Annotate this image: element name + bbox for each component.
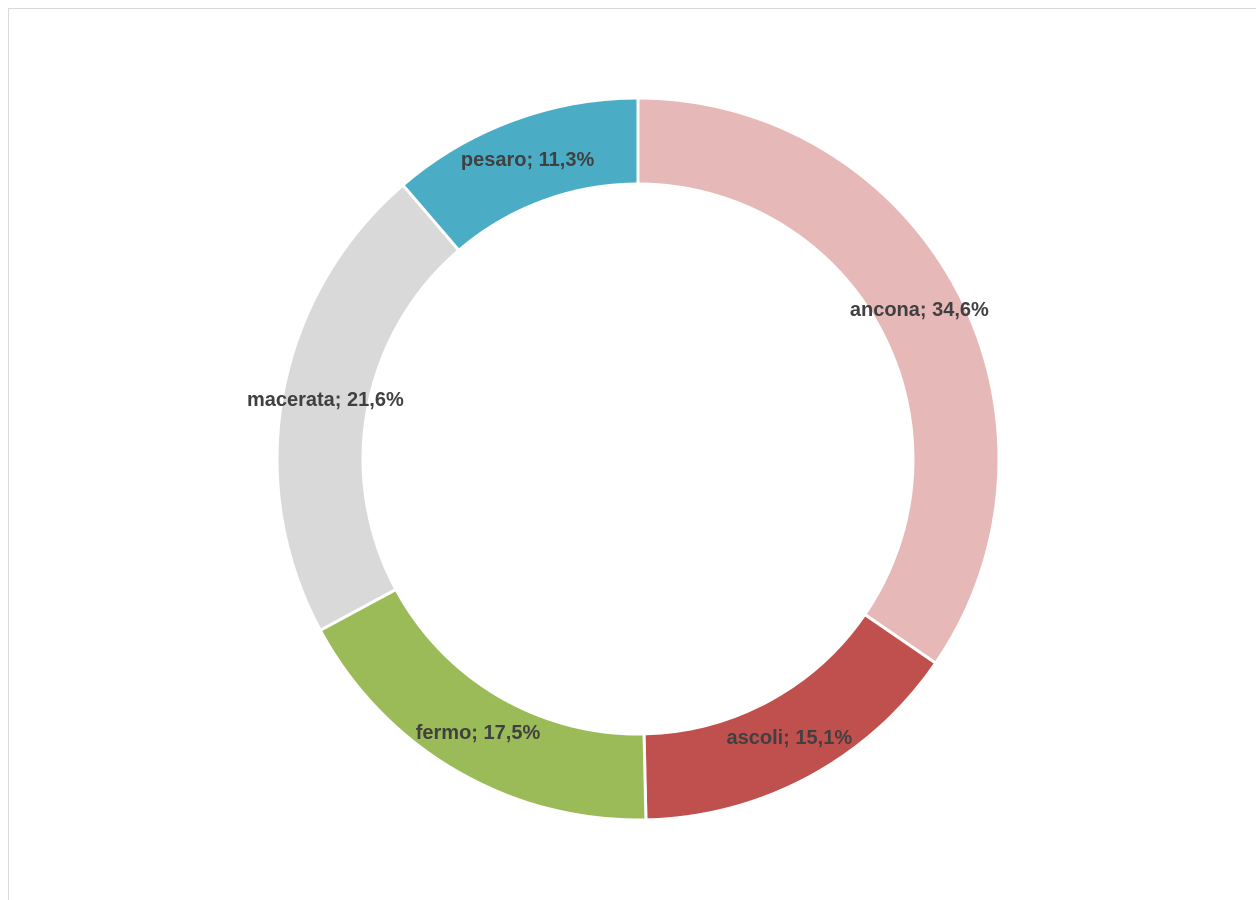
data-label: ascoli; 15,1%	[726, 727, 852, 749]
data-label: ancona; 34,6%	[850, 299, 989, 321]
data-label: fermo; 17,5%	[416, 722, 541, 744]
donut-segment	[636, 96, 1001, 666]
data-label: pesaro; 11,3%	[461, 149, 595, 171]
data-label: macerata; 21,6%	[247, 389, 404, 411]
donut-segment	[400, 96, 640, 253]
